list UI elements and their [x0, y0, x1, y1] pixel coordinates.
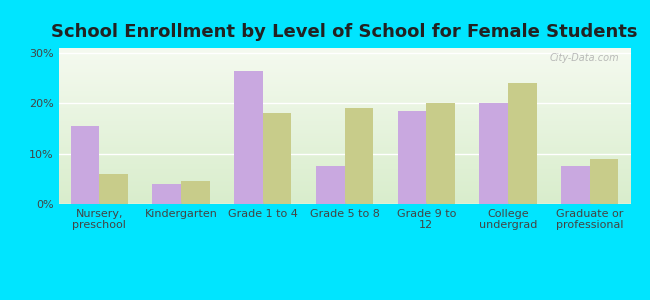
Bar	[153, 184, 181, 204]
Title: School Enrollment by Level of School for Female Students: School Enrollment by Level of School for…	[51, 23, 638, 41]
Bar	[590, 159, 618, 204]
Bar	[316, 166, 344, 204]
Bar	[99, 174, 128, 204]
Bar	[426, 103, 455, 204]
Text: City-Data.com: City-Data.com	[549, 53, 619, 63]
Bar	[263, 113, 291, 204]
Bar	[398, 111, 426, 204]
Bar	[344, 108, 373, 204]
Bar	[234, 70, 263, 204]
Bar	[561, 166, 590, 204]
Bar	[479, 103, 508, 204]
Bar	[508, 83, 536, 204]
Bar	[181, 182, 210, 204]
Bar	[71, 126, 99, 204]
